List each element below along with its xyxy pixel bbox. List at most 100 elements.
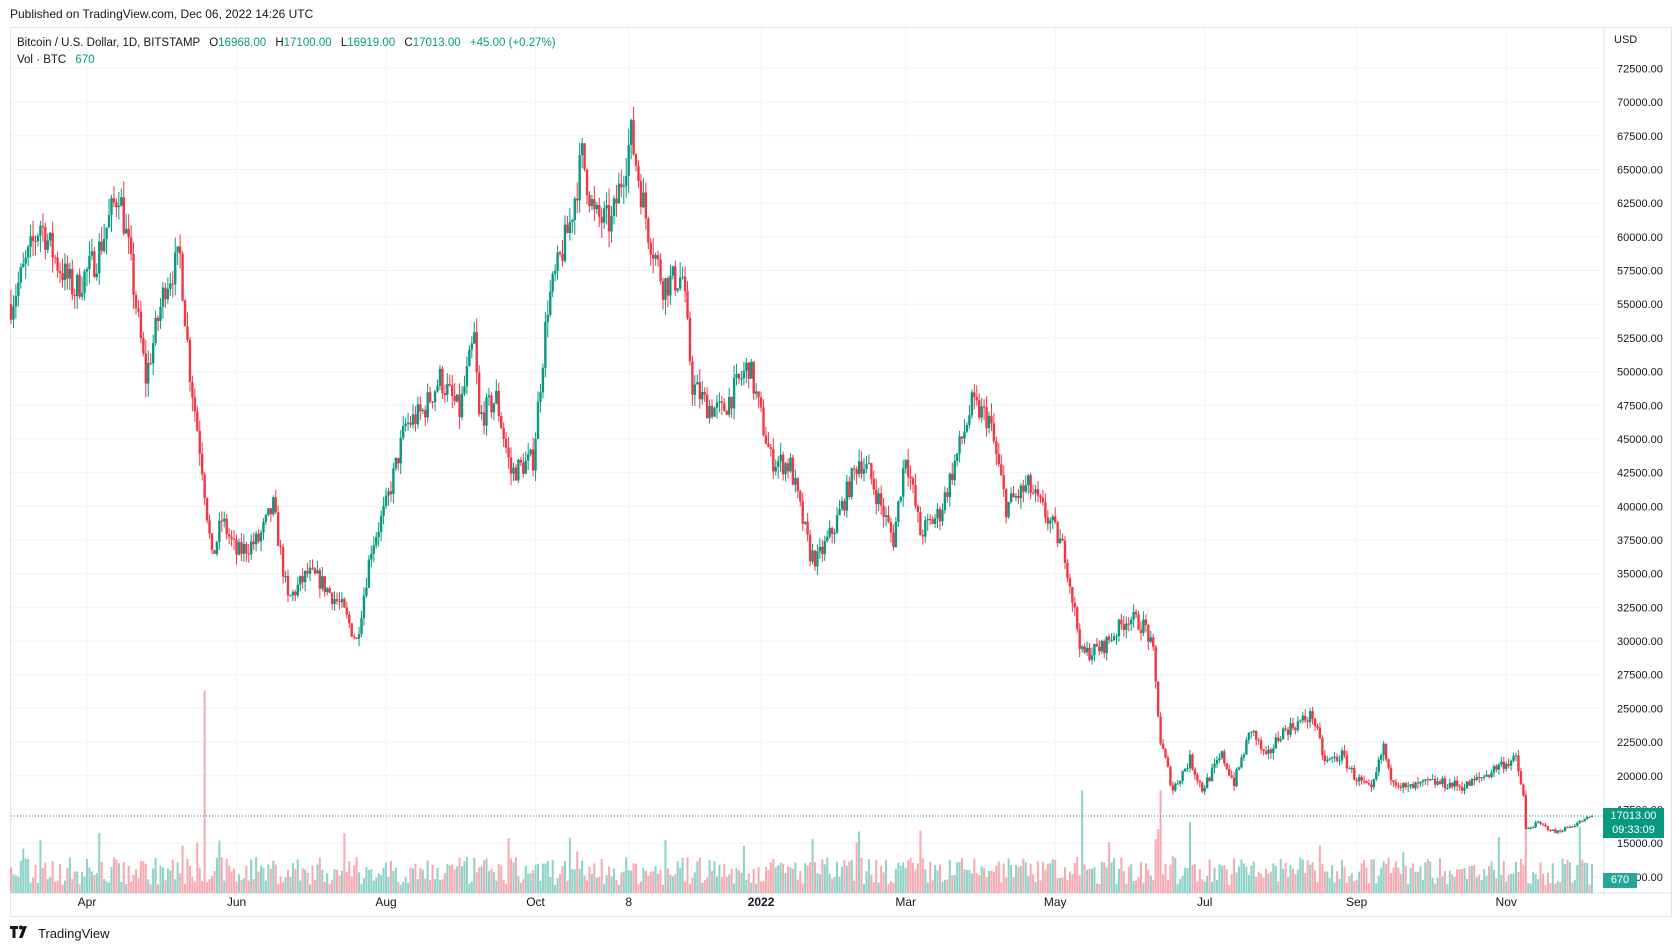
candle-body: [375, 537, 378, 546]
volume-bar: [24, 858, 27, 893]
volume-bar: [725, 877, 728, 893]
volume-label[interactable]: Vol · BTC: [17, 54, 67, 66]
candle-body: [1147, 624, 1150, 642]
volume-bar: [139, 861, 142, 893]
candle-body: [838, 509, 841, 516]
candle-body: [88, 255, 91, 270]
candle-body: [203, 474, 206, 499]
candle-body: [125, 228, 128, 234]
volume-bar: [912, 863, 915, 893]
candle-body: [735, 373, 738, 378]
candle-body: [51, 232, 54, 258]
volume-bar: [176, 862, 179, 893]
volume-bar: [990, 870, 993, 893]
volume-bar: [598, 876, 601, 893]
candle-body: [34, 240, 37, 242]
candle-body: [174, 252, 177, 285]
volume-bar: [446, 864, 449, 893]
volume-bar: [1252, 861, 1255, 893]
candle-body: [289, 595, 292, 597]
candle-body: [924, 520, 927, 537]
volume-bar: [1113, 858, 1116, 893]
candle-body: [227, 534, 231, 537]
volume-bar: [809, 862, 812, 893]
candle-body: [727, 397, 731, 415]
candle-body: [705, 394, 709, 419]
candle-body: [1112, 636, 1116, 640]
volume-bar: [926, 882, 929, 893]
candle-body: [928, 519, 932, 521]
volume-bar: [1215, 880, 1218, 893]
volume-bar: [1103, 862, 1106, 893]
candle-body: [411, 414, 415, 425]
candle-body: [100, 241, 103, 251]
candle-body: [965, 424, 969, 432]
volume-bar: [1223, 865, 1226, 893]
candle-body: [1279, 739, 1282, 741]
candle-body: [1446, 788, 1449, 790]
candle-body: [997, 454, 1001, 465]
volume-bar: [1517, 871, 1520, 893]
volume-bar: [713, 861, 716, 893]
candle-body: [191, 381, 194, 398]
volume-bar: [885, 860, 888, 893]
volume-bar: [1230, 874, 1233, 893]
candle-body: [1103, 640, 1106, 654]
candle-body: [502, 427, 505, 439]
tradingview-logo-icon[interactable]: [10, 925, 32, 942]
volume-bar: [1372, 859, 1375, 893]
volume-bar: [549, 877, 552, 893]
volume-bar: [750, 882, 753, 893]
candle-body: [455, 394, 459, 402]
volume-bar: [1034, 881, 1037, 893]
volume-bar: [946, 879, 949, 893]
volume-bar: [228, 865, 231, 893]
volume-bar: [76, 871, 79, 893]
volume-bar: [179, 873, 182, 893]
candle-body: [63, 263, 67, 281]
candle-body: [1161, 743, 1165, 750]
volume-bar: [32, 877, 35, 893]
volume-bar: [483, 860, 486, 893]
volume-bar: [149, 884, 152, 893]
tradingview-logo-text[interactable]: TradingView: [38, 926, 110, 941]
volume-bar: [1343, 866, 1346, 893]
candle-body: [1022, 485, 1025, 492]
candle-body: [313, 568, 317, 574]
candle-body: [424, 410, 427, 418]
candle-body: [1424, 779, 1427, 781]
volume-bar: [527, 873, 530, 893]
symbol-title[interactable]: Bitcoin / U.S. Dollar, 1D, BITSTAMP: [17, 37, 200, 49]
candle-body: [1208, 777, 1211, 782]
volume-bar: [789, 867, 792, 893]
candle-body: [401, 426, 405, 438]
volume-bar: [833, 876, 836, 893]
volume-bar: [1331, 865, 1334, 893]
candle-body: [1421, 780, 1425, 782]
y-tick-label: 72500.00: [1617, 63, 1663, 75]
candle-body: [1210, 767, 1214, 782]
volume-bar: [39, 840, 42, 893]
candle-body: [330, 592, 334, 604]
volume-bar: [838, 876, 841, 893]
x-tick-label: Jul: [1197, 895, 1212, 909]
candle-body: [1541, 823, 1545, 825]
volume-bar: [1316, 882, 1319, 893]
volume-bar: [1375, 883, 1378, 893]
candle-body: [446, 383, 449, 396]
candle-body: [1500, 761, 1503, 765]
candle-body: [509, 457, 513, 474]
high-value: 17100.00: [283, 37, 332, 49]
y-tick-label: 22500.00: [1617, 737, 1663, 749]
candle-body: [1433, 778, 1437, 785]
candle-body: [1495, 766, 1498, 770]
volume-bar: [730, 868, 733, 893]
volume-bar: [441, 879, 444, 893]
candle-body: [105, 227, 108, 239]
candle-body: [803, 521, 807, 524]
candle-body: [1343, 750, 1346, 756]
candle-body: [36, 235, 40, 242]
candle-body: [634, 154, 638, 166]
volume-bar: [980, 866, 983, 893]
